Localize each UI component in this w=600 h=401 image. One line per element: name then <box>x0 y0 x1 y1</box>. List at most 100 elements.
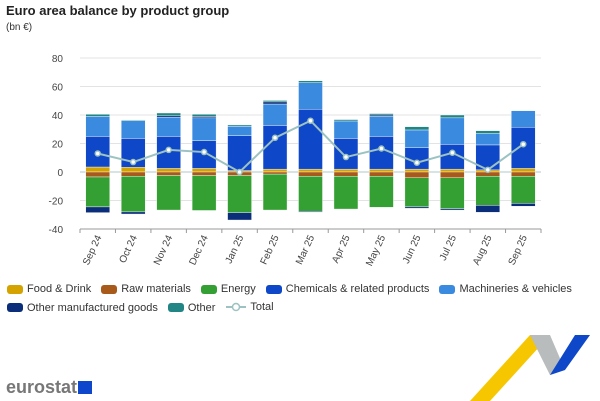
bar-segment-food-drink <box>511 168 536 173</box>
bar-segment-food-drink <box>298 168 323 173</box>
bar-segment-other <box>333 119 359 122</box>
x-tick-label: Apr 25 <box>330 233 353 265</box>
legend-label: Other manufactured goods <box>27 301 158 314</box>
total-point <box>484 166 492 174</box>
bar-segment-energy <box>333 176 359 210</box>
total-point <box>307 117 314 124</box>
bar-segment-energy <box>475 176 501 206</box>
legend-label: Raw materials <box>121 283 191 295</box>
eu-flag-icon <box>78 381 93 394</box>
legend-label: Food & Drink <box>27 283 92 295</box>
bar-segment-raw-materials <box>262 171 288 175</box>
x-tick-label: Jan 25 <box>224 233 247 265</box>
legend-item[interactable]: Energy <box>200 283 256 295</box>
y-tick-label: 40 <box>52 111 64 122</box>
x-tick-label: Nov 24 <box>152 233 176 267</box>
total-point <box>200 148 208 156</box>
legend-label: Other <box>187 301 216 314</box>
y-tick-label: -20 <box>49 197 64 208</box>
bar-segment-machineries-vehicles <box>475 133 501 146</box>
line-marker-icon <box>226 302 247 312</box>
bar-segment-other-manufactured-goods <box>475 205 501 213</box>
legend-swatch <box>7 303 23 312</box>
legend-swatch <box>200 284 217 294</box>
eurostat-logo: eurostat <box>6 377 93 398</box>
bar-segment-chemicals-related-products <box>333 138 359 170</box>
y-tick-label: 0 <box>57 168 63 179</box>
bar-segment-machineries-vehicles <box>333 120 359 139</box>
bar-segment-raw-materials <box>511 171 536 177</box>
bar-segment-other <box>227 124 252 127</box>
bar-segment-chemicals-related-products <box>511 127 536 169</box>
x-tick-label: Sep 24 <box>81 233 105 267</box>
bar-segment-other <box>369 113 394 116</box>
bar-segment-energy <box>227 175 252 213</box>
x-tick-label: Aug 25 <box>471 233 495 267</box>
bar-segment-other <box>298 80 323 83</box>
bar-segment-raw-materials <box>85 171 110 178</box>
bar-segment-raw-materials <box>404 171 430 178</box>
total-point <box>271 134 279 142</box>
bar-segment-food-drink <box>85 166 110 173</box>
bar-segment-energy <box>262 173 288 211</box>
bar-segment-other-manufactured-goods <box>120 211 146 215</box>
legend: Food & Drink Raw materials Energy Chemicals… <box>7 283 599 320</box>
legend-item[interactable]: Chemicals & related products <box>265 283 429 295</box>
x-tick-label: Dec 24 <box>187 233 211 267</box>
bar-segment-machineries-vehicles <box>120 120 146 139</box>
bar-segment-raw-materials <box>120 171 146 177</box>
x-tick-label: Sep 25 <box>507 233 531 267</box>
bar-segment-energy <box>191 175 217 211</box>
bar-segment-energy <box>369 176 394 208</box>
bar-segment-other-manufactured-goods <box>262 101 288 105</box>
legend-item[interactable]: Food & Drink <box>7 283 91 295</box>
legend-item[interactable]: Other <box>167 301 216 314</box>
bar-segment-other <box>475 130 501 134</box>
bar-segment-energy <box>511 176 536 204</box>
bar-segment-other-manufactured-goods <box>85 206 110 213</box>
y-tick-label: 60 <box>52 83 64 94</box>
legend-swatch <box>7 284 23 294</box>
legend-item[interactable]: Machineries & vehicles <box>439 283 572 295</box>
legend-item[interactable]: Raw materials <box>101 283 191 295</box>
bar-segment-other-manufactured-goods <box>227 212 252 221</box>
bar-segment-energy <box>120 176 146 213</box>
total-point <box>449 149 456 157</box>
bar-segment-other-manufactured-goods <box>191 116 217 119</box>
bar-segment-other-manufactured-goods <box>511 203 536 207</box>
x-tick-label: Jun 25 <box>401 233 424 265</box>
legend-item-total[interactable]: Total <box>225 301 274 313</box>
x-tick-label: Jul 25 <box>438 233 459 262</box>
bar-segment-machineries-vehicles <box>227 126 252 136</box>
bar-segment-raw-materials <box>191 171 217 176</box>
bar-segment-other <box>156 112 181 117</box>
bar-segment-other-manufactured-goods <box>298 211 323 213</box>
bar-segment-energy <box>440 177 465 209</box>
bar-segment-raw-materials <box>156 171 181 176</box>
bar-segment-raw-materials <box>440 171 465 178</box>
bar-segment-other-manufactured-goods <box>369 114 394 117</box>
total-point <box>378 145 385 152</box>
bar-segment-machineries-vehicles <box>298 82 323 110</box>
bar-segment-food-drink <box>191 168 217 173</box>
bar-segment-energy <box>404 177 430 208</box>
bar-segment-food-drink <box>440 168 465 173</box>
plot-area: -40 -20 0 20 40 60 80 Sep 24 Oct 24 Nov 24 Dec 24 J… <box>49 54 542 268</box>
bar-segment-machineries-vehicles <box>369 116 394 137</box>
bar-segment-machineries-vehicles <box>85 116 110 137</box>
bar-segment-machineries-vehicles <box>191 117 217 141</box>
y-tick-label: -40 <box>49 225 64 236</box>
legend-label: Energy <box>220 283 256 295</box>
legend-item[interactable]: Other manufactured goods <box>7 302 158 314</box>
bar-segment-food-drink <box>404 168 430 173</box>
y-tick-label: 80 <box>52 54 64 65</box>
bar-segment-machineries-vehicles <box>262 103 288 126</box>
legend-swatch <box>167 303 184 312</box>
bar-segment-food-drink <box>120 167 146 173</box>
x-tick-label: Oct 24 <box>117 233 140 265</box>
legend-swatch <box>265 284 282 294</box>
bar-segment-other-manufactured-goods <box>404 206 430 209</box>
bar-segment-raw-materials <box>298 171 323 177</box>
legend-swatch <box>439 284 456 294</box>
bar-segment-food-drink <box>156 168 181 173</box>
